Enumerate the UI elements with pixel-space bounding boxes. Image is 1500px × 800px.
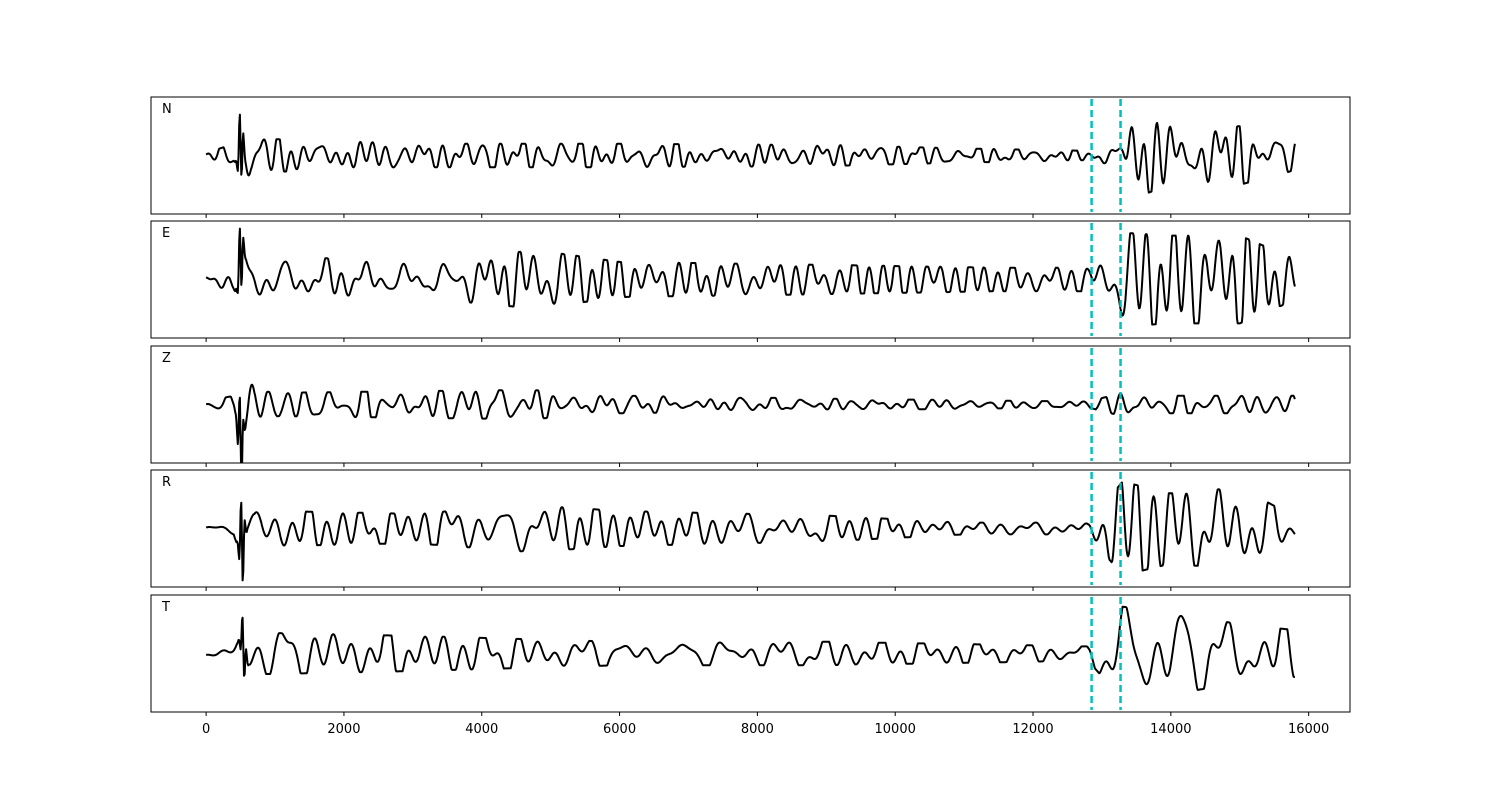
x-tick-label: 16000: [1288, 722, 1329, 737]
panel-frame: [150, 220, 1351, 339]
trace-e: [205, 227, 1296, 326]
panel-z: Z: [150, 345, 1351, 467]
panel-t: T: [150, 594, 1351, 716]
panel-label-t: T: [161, 600, 170, 615]
panel-frame: [150, 345, 1351, 464]
x-axis: 0 2000 4000 6000 8000 10000 12000 14000 16000: [202, 722, 1329, 737]
x-tick-label: 8000: [741, 722, 774, 737]
x-tick-label: 4000: [465, 722, 498, 737]
x-tick-label: 10000: [875, 722, 916, 737]
x-tick-label: 12000: [1012, 722, 1053, 737]
panel-label-e: E: [162, 226, 170, 241]
trace-t: [205, 605, 1296, 691]
trace-z: [205, 383, 1296, 463]
x-tick-label: 6000: [603, 722, 636, 737]
panel-n: N: [150, 96, 1351, 218]
panel-label-n: N: [162, 102, 172, 117]
panel-label-z: Z: [162, 351, 171, 366]
trace-r: [205, 481, 1296, 582]
panels-layer: N E Z R T: [150, 96, 1351, 716]
panel-label-r: R: [162, 475, 171, 490]
panel-e: E: [150, 220, 1351, 342]
x-tick-label: 14000: [1150, 722, 1191, 737]
trace-n: [205, 113, 1296, 194]
x-tick-label: 0: [202, 722, 210, 737]
x-tick-label: 2000: [327, 722, 360, 737]
panel-r: R: [150, 469, 1351, 591]
panel-frame: [150, 469, 1351, 588]
panel-frame: [150, 594, 1351, 713]
panel-frame: [150, 96, 1351, 215]
